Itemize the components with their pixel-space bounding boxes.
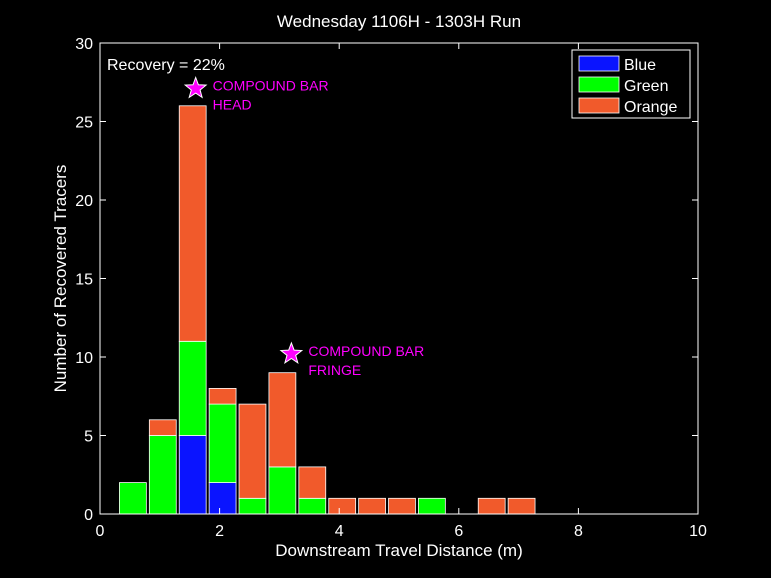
star-marker-icon (183, 76, 208, 99)
bar-green (119, 482, 147, 515)
bar-green (298, 497, 327, 515)
x-tick-label: 10 (689, 523, 707, 540)
bar-orange (298, 466, 327, 499)
bar-blue (208, 482, 237, 515)
bar-orange (507, 497, 536, 515)
bar-green (418, 497, 446, 515)
y-axis-title: Number of Recovered Tracers (51, 165, 70, 393)
bar-orange (477, 497, 506, 515)
bar-orange (148, 419, 177, 436)
bar-blue (178, 435, 207, 515)
legend-swatch-green (578, 76, 620, 93)
legend-label-blue: Blue (624, 57, 656, 74)
legend: Blue Green Orange (571, 49, 691, 119)
bar-orange (358, 497, 386, 515)
y-tick-label: 0 (84, 507, 93, 524)
bar-green (148, 435, 177, 515)
annotations-layer: COMPOUND BAR HEAD COMPOUND BAR FRINGE (183, 76, 424, 378)
bar-orange (268, 372, 297, 468)
legend-label-green: Green (624, 78, 668, 95)
bar-green (178, 340, 207, 436)
bar-green (208, 403, 237, 484)
x-tick-label: 0 (96, 523, 105, 540)
legend-swatch-orange (578, 97, 620, 114)
legend-label-orange: Orange (624, 99, 677, 116)
legend-swatch-blue (578, 55, 620, 72)
bar-orange (388, 497, 416, 515)
y-tick-label: 5 (84, 429, 93, 446)
star-annotation-label: HEAD (213, 97, 252, 113)
x-axis-title: Downstream Travel Distance (m) (275, 541, 523, 560)
star-annotation-label: FRINGE (308, 362, 361, 378)
x-tick-label: 2 (215, 523, 224, 540)
y-tick-label: 25 (75, 115, 93, 132)
bars-layer (119, 105, 536, 515)
bar-orange (178, 105, 207, 342)
star-annotation-label: COMPOUND BAR (213, 78, 329, 94)
bar-orange (238, 403, 267, 499)
ticks-layer: 0 2 4 6 8 10 0 5 10 15 20 25 30 (75, 36, 707, 540)
star-marker-icon (279, 341, 304, 364)
x-tick-label: 4 (335, 523, 344, 540)
x-tick-label: 8 (574, 523, 583, 540)
bar-green (238, 497, 267, 515)
y-tick-label: 30 (75, 36, 93, 53)
star-annotation-label: COMPOUND BAR (308, 343, 424, 359)
recovery-annotation: Recovery = 22% (107, 57, 225, 74)
bar-green (268, 466, 297, 515)
bar-orange (328, 497, 357, 515)
y-tick-label: 20 (75, 193, 93, 210)
y-tick-label: 10 (75, 350, 93, 367)
chart-title: Wednesday 1106H - 1303H Run (277, 12, 521, 31)
bar-orange (208, 387, 237, 405)
x-tick-label: 6 (454, 523, 463, 540)
y-tick-label: 15 (75, 272, 93, 289)
